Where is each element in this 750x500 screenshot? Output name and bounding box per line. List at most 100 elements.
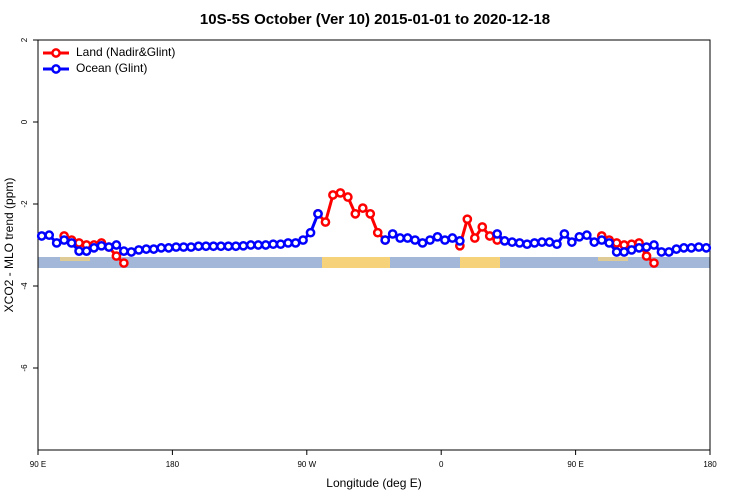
land-strip (460, 257, 500, 268)
data-point (163, 243, 174, 253)
data-point (656, 247, 667, 257)
data-point (365, 208, 376, 219)
legend-label: Land (Nadir&Glint) (76, 45, 175, 59)
data-point (596, 235, 607, 245)
data-point (111, 251, 122, 261)
data-point (335, 188, 346, 198)
data-point (679, 243, 689, 253)
data-point (357, 203, 368, 213)
data-point (395, 233, 405, 243)
land-strip (598, 257, 628, 261)
legend-marker (51, 48, 61, 58)
data-point (484, 231, 495, 241)
data-point (619, 247, 629, 257)
data-point (387, 229, 398, 239)
data-point (36, 231, 47, 241)
data-point (216, 241, 226, 252)
y-tick-label: 0 (20, 119, 29, 124)
data-point (544, 237, 555, 247)
y-axis-title: XCO2 - MLO trend (ppm) (2, 178, 16, 313)
data-point (410, 235, 420, 245)
data-point (537, 237, 547, 247)
data-point (260, 240, 271, 250)
data-point (447, 233, 458, 243)
data-point (275, 239, 286, 250)
y-tick-label: -6 (20, 364, 29, 372)
data-point (634, 243, 644, 253)
data-point (641, 251, 652, 261)
data-point (522, 239, 532, 250)
data-point (380, 235, 391, 245)
data-point (59, 235, 69, 245)
legend-label: Ocean (Glint) (76, 61, 147, 75)
x-tick-label: 0 (439, 460, 444, 469)
data-point (44, 230, 55, 241)
data-point (455, 236, 465, 246)
data-point (559, 229, 570, 239)
data-point (611, 238, 622, 248)
data-point (133, 245, 144, 255)
data-point (507, 237, 517, 247)
data-point (81, 246, 92, 256)
data-point (626, 245, 637, 255)
data-point (581, 230, 592, 241)
data-point (178, 242, 189, 252)
data-point (223, 241, 234, 252)
y-tick-label: -2 (20, 200, 29, 208)
data-point (156, 243, 167, 253)
data-point (245, 240, 256, 250)
data-point (320, 217, 331, 227)
data-point (171, 242, 181, 252)
land-strip (322, 257, 390, 268)
y-tick-label: -4 (20, 282, 29, 290)
data-point (350, 208, 361, 219)
data-point (664, 247, 674, 257)
data-point (567, 237, 577, 247)
data-point (589, 237, 600, 247)
data-point (201, 241, 211, 252)
y-tick-label: 2 (20, 37, 29, 42)
data-point (208, 241, 219, 252)
data-point (283, 238, 293, 248)
data-point (74, 246, 84, 256)
data-point (671, 244, 682, 254)
data-point (417, 238, 428, 248)
data-point (343, 192, 353, 202)
data-point (96, 240, 107, 251)
data-point (74, 238, 84, 248)
data-point (193, 241, 204, 252)
data-point (492, 229, 503, 239)
data-point (574, 231, 585, 242)
data-point (432, 231, 443, 242)
data-point (66, 238, 77, 248)
data-point (402, 233, 413, 243)
data-point (649, 258, 659, 268)
data-point (701, 243, 712, 253)
data-point (148, 244, 159, 254)
legend-marker (51, 64, 61, 74)
data-point (440, 235, 450, 245)
data-point (305, 227, 316, 238)
data-point (290, 238, 301, 248)
data-point (604, 238, 615, 248)
data-point (611, 247, 622, 257)
map-strip (38, 257, 710, 268)
data-point (126, 247, 137, 257)
data-point (499, 236, 510, 246)
data-point (477, 222, 488, 232)
x-tick-label: 180 (166, 460, 180, 469)
data-point (529, 238, 540, 248)
x-tick-label: 90 E (30, 460, 46, 469)
data-point (231, 241, 241, 252)
data-point (552, 239, 562, 250)
x-tick-label: 90 E (567, 460, 583, 469)
chart-title: 10S-5S October (Ver 10) 2015-01-01 to 20… (200, 11, 550, 28)
data-point (268, 239, 279, 250)
data-point (469, 233, 480, 243)
data-point (253, 240, 264, 250)
data-point (119, 246, 129, 256)
land-strip (60, 257, 90, 261)
data-point (186, 242, 196, 252)
data-point (238, 240, 249, 251)
